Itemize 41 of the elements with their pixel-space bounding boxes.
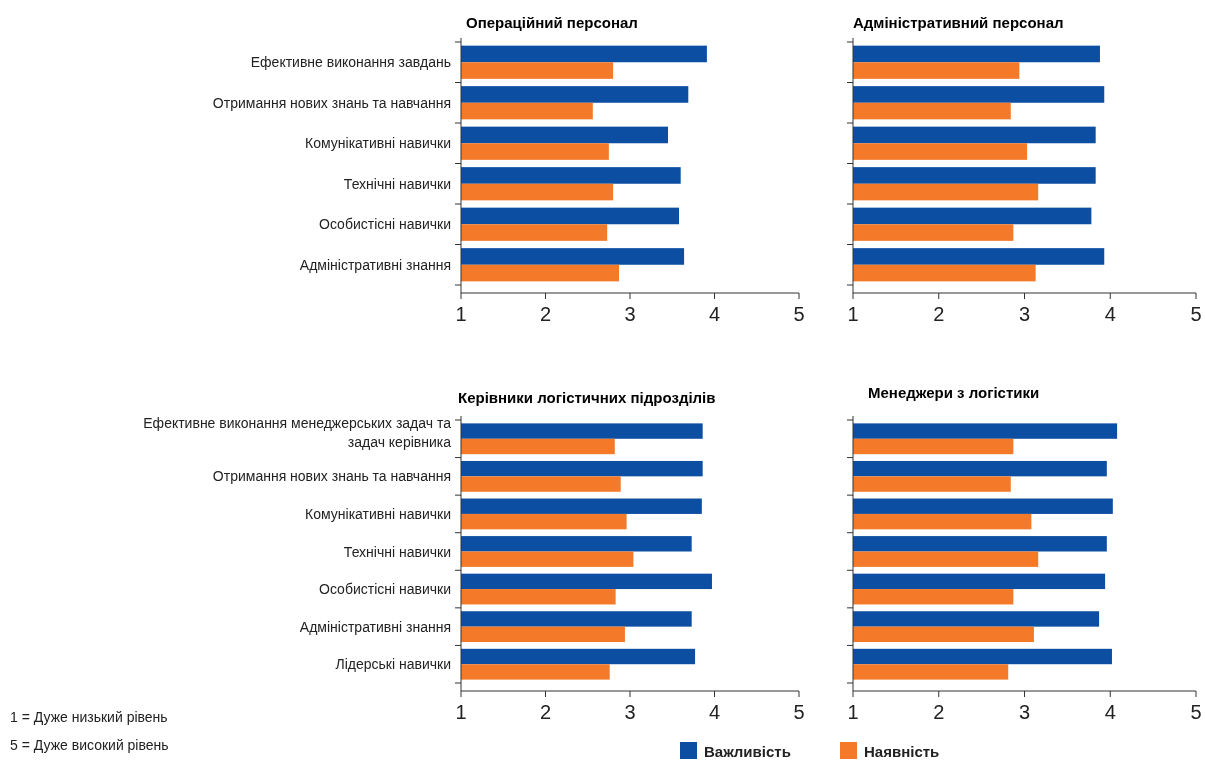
y-tick-label: Особистісні навички (319, 581, 451, 598)
x-tick-label: 4 (708, 701, 721, 723)
text: 5 = Дуже високий рівень (10, 737, 169, 753)
text: 1 = Дуже низький рівень (10, 709, 168, 725)
y-tick-label: Ефективне виконання менеджерських задач та задач керівника (143, 415, 452, 451)
y-tick-label: Лідерські навички (335, 656, 451, 673)
y-tick-label: Отримання нових знань та навчання (212, 468, 451, 485)
x-tick-label: 1 (847, 303, 859, 325)
y-tick-label: Ефективне виконання завдань (250, 54, 451, 71)
x-tick-label: 1 (847, 701, 859, 723)
chart-title: Менеджери з логістики (868, 384, 1040, 401)
legend-label: Важливість (704, 743, 791, 760)
chart-title: Адміністративний персонал (853, 14, 1064, 31)
x-tick-label: 2 (933, 303, 945, 325)
x-tick-label: 5 (793, 701, 805, 723)
x-tick-label: 1 (455, 701, 467, 723)
x-tick-label: 3 (1018, 701, 1031, 723)
y-tick-label: Отримання нових знань та навчання (212, 94, 451, 111)
x-tick-label: 2 (539, 303, 552, 325)
x-tick-label: 3 (1018, 303, 1031, 325)
y-tick-label: Технічні навички (343, 175, 451, 192)
x-tick-label: 4 (708, 303, 721, 325)
y-tick-label: Адміністративні знання (299, 256, 451, 273)
legend-label: Наявність (864, 743, 940, 760)
x-tick-label: 2 (933, 701, 945, 723)
x-tick-label: 5 (793, 303, 805, 325)
y-tick-label: Адміністративні знання (299, 618, 451, 635)
x-tick-label: 5 (1190, 701, 1202, 723)
chart-title: Операційний персонал (466, 14, 638, 31)
x-tick-label: 3 (624, 303, 636, 325)
y-tick-label: Технічні навички (343, 543, 451, 560)
x-tick-label: 5 (1190, 303, 1202, 325)
x-tick-label: 1 (455, 303, 467, 325)
y-tick-label: Комунікативні навички (305, 505, 451, 522)
x-tick-label: 2 (539, 701, 552, 723)
x-tick-label: 4 (1104, 303, 1116, 325)
y-tick-label: Комунікативні навички (305, 135, 451, 152)
x-tick-label: 4 (1104, 701, 1116, 723)
chart-title: Керівники логістичних підрозділів (458, 389, 716, 406)
y-tick-label: Особистісні навички (319, 216, 451, 233)
x-tick-label: 3 (624, 701, 636, 723)
